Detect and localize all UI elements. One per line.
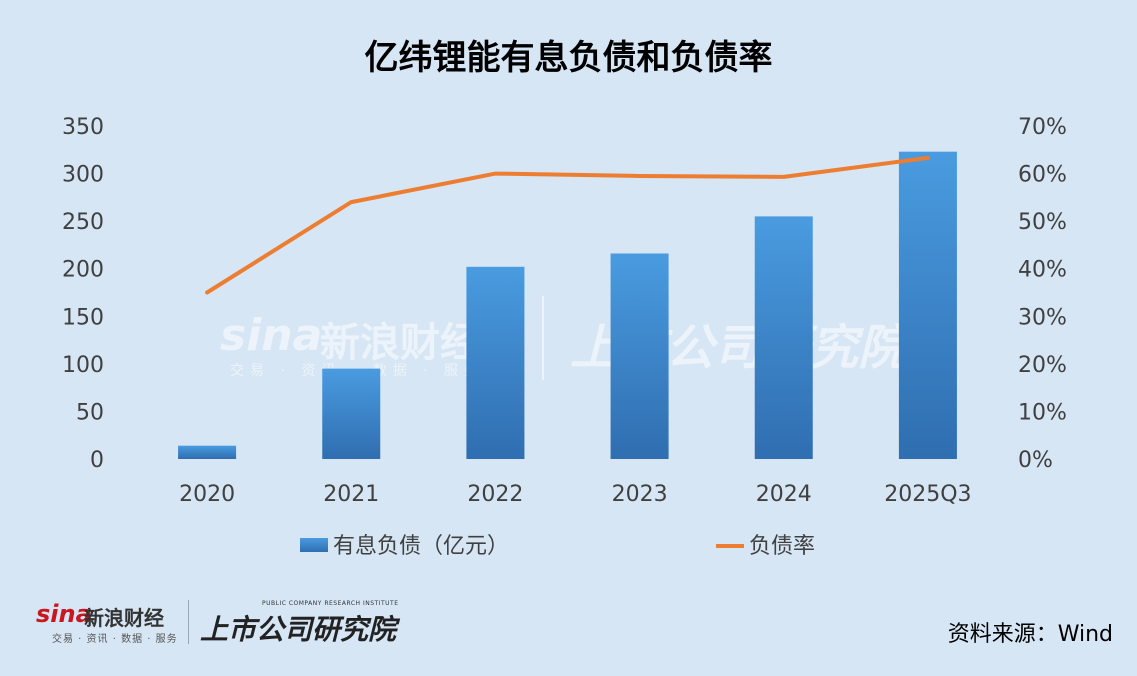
footer-sina-name: 新浪财经 [84,606,164,630]
y-axis-right: 0% 10% 20% 30% 40% 50% 60% 70% [1018,115,1067,473]
y-left-tick-label: 250 [62,210,104,235]
bar [178,445,237,459]
legend-line-label: 负债率 [749,534,815,559]
y-right-tick-label: 10% [1018,400,1067,425]
footer-sina-sub: 交易 · 资讯 · 数据 · 服务 [52,634,178,645]
legend-bar-label: 有息负债（亿元） [333,534,509,559]
footer-sina-logo: sina [36,600,92,628]
y-right-tick-label: 40% [1018,258,1067,283]
bar-series [178,151,957,459]
y-left-tick-label: 50 [76,400,104,425]
x-tick-label: 2023 [612,482,668,507]
y-right-tick-label: 50% [1018,210,1067,235]
y-right-tick-label: 60% [1018,163,1067,188]
bar [322,368,381,459]
source-note: 资料来源：Wind [947,622,1113,647]
footer-divider [188,600,189,644]
y-left-tick-label: 100 [62,353,104,378]
line-path [205,155,930,295]
footer-institute: 上市公司研究院 [200,613,397,646]
y-left-tick-label: 300 [62,163,104,188]
y-right-tick-label: 20% [1018,353,1067,378]
legend: 有息负债（亿元） 负债率 [300,534,815,559]
y-left-tick-label: 200 [62,258,104,283]
y-right-tick-label: 70% [1018,115,1067,140]
y-left-tick-label: 0 [90,448,104,473]
bar [754,216,813,459]
x-tick-label: 2021 [323,482,379,507]
x-axis: 2020 2021 2022 2023 2024 2025Q3 [179,482,971,507]
bar [610,253,669,459]
bar [466,266,525,459]
y-right-tick-label: 0% [1018,448,1053,473]
bar [898,151,957,459]
y-left-tick-label: 150 [62,305,104,330]
chart-title: 亿纬锂能有息负债和负债率 [364,38,773,78]
line-series [205,155,930,295]
y-axis-left: 0 50 100 150 200 250 300 350 [62,115,104,473]
x-tick-label: 2025Q3 [884,482,971,507]
legend-bar-swatch [300,538,328,552]
x-tick-label: 2024 [756,482,812,507]
y-left-tick-label: 350 [62,115,104,140]
footer-institute-en: PUBLIC COMPANY RESEARCH INSTITUTE [262,600,399,607]
x-tick-label: 2022 [467,482,523,507]
y-right-tick-label: 30% [1018,305,1067,330]
x-tick-label: 2020 [179,482,235,507]
